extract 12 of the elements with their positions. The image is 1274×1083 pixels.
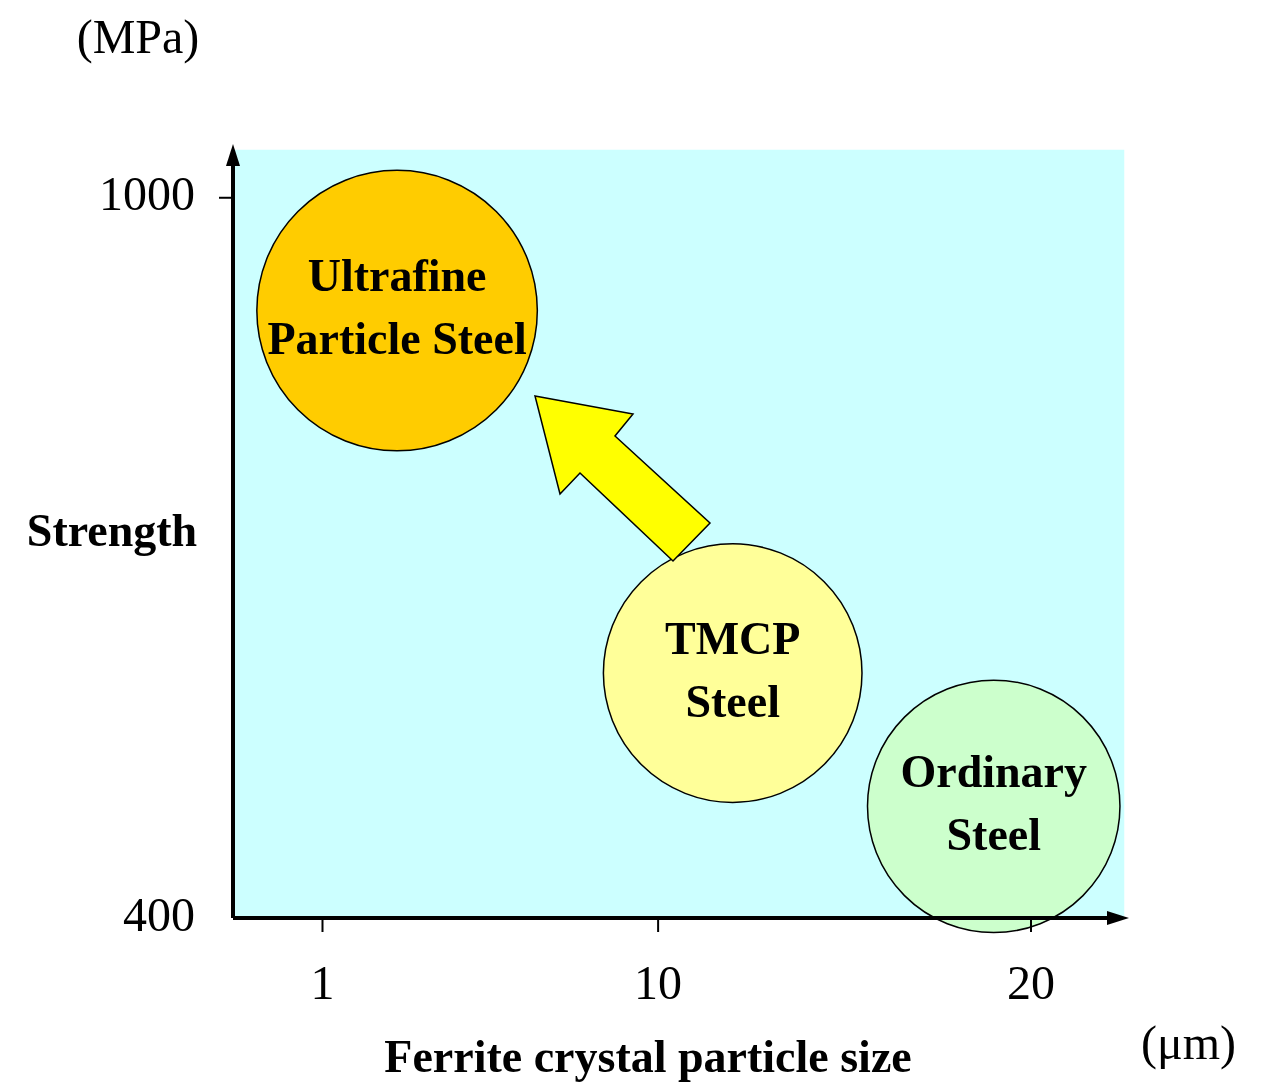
series-label: Ordinary Steel: [900, 745, 1088, 860]
x-axis-title: Ferrite crystal particle size: [384, 1030, 912, 1082]
x-tick-label: 10: [634, 955, 683, 1009]
y-axis-title: Strength: [26, 504, 198, 556]
y-tick-label: 400: [123, 887, 195, 941]
text: (μm): [1140, 1015, 1236, 1070]
x-tick-label: 1: [310, 955, 335, 1009]
series-label: Ultrafine Particle Steel: [267, 249, 527, 364]
text: (MPa): [76, 9, 200, 64]
series-label: TMCP Steel: [664, 612, 801, 727]
x-tick-label: 20: [1007, 955, 1056, 1009]
y-tick-label: 1000: [99, 167, 195, 221]
